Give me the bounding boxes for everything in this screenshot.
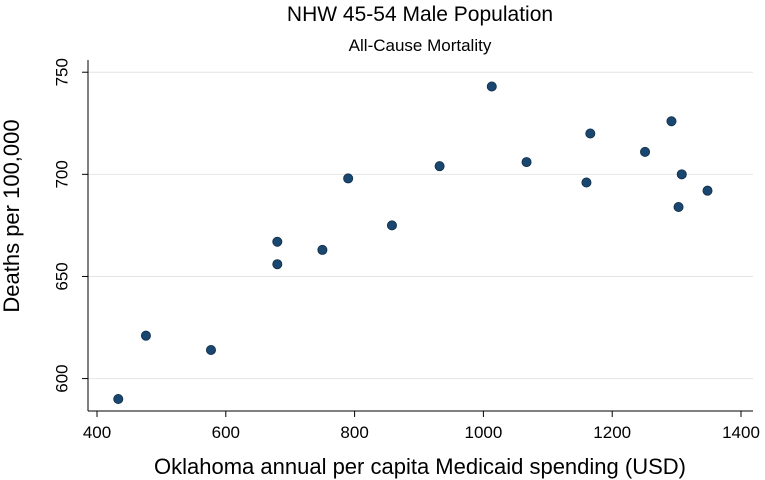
- x-tick-label: 1000: [464, 423, 502, 442]
- y-tick-label: 650: [52, 262, 71, 290]
- x-axis-ticks: 400 600 800 1000 1200 1400: [83, 411, 760, 442]
- x-tick-label: 600: [212, 423, 240, 442]
- x-tick-label: 1200: [593, 423, 631, 442]
- scatter-point: [666, 116, 677, 127]
- scatter-point: [581, 177, 592, 188]
- data-points: [113, 81, 713, 404]
- scatter-point: [673, 202, 684, 213]
- scatter-point: [521, 157, 532, 168]
- y-tick-label: 750: [52, 58, 71, 86]
- scatter-point: [343, 173, 354, 184]
- chart-subtitle: All-Cause Mortality: [349, 36, 492, 55]
- scatter-point: [702, 185, 713, 196]
- chart-title: NHW 45-54 Male Population: [287, 3, 553, 26]
- scatter-point: [585, 128, 596, 139]
- scatter-point: [676, 169, 687, 180]
- scatter-point: [113, 393, 124, 404]
- scatter-point: [434, 161, 445, 172]
- x-tick-label: 400: [83, 423, 111, 442]
- y-tick-label: 700: [52, 160, 71, 188]
- scatter-point: [140, 330, 151, 341]
- x-tick-label: 1400: [722, 423, 760, 442]
- gridlines: [88, 71, 753, 380]
- scatter-point: [386, 220, 397, 231]
- y-tick-label: 600: [52, 364, 71, 392]
- x-axis-label: Oklahoma annual per capita Medicaid spen…: [154, 454, 686, 479]
- scatter-point: [205, 344, 216, 355]
- scatter-point: [640, 146, 651, 157]
- x-tick-label: 800: [340, 423, 368, 442]
- scatter-point: [272, 236, 283, 247]
- scatter-point: [272, 259, 283, 270]
- scatter-point: [317, 244, 328, 255]
- y-axis-ticks: 600 650 700 750: [52, 58, 88, 393]
- scatter-point: [486, 81, 497, 92]
- y-axis-label: Deaths per 100,000: [0, 119, 24, 312]
